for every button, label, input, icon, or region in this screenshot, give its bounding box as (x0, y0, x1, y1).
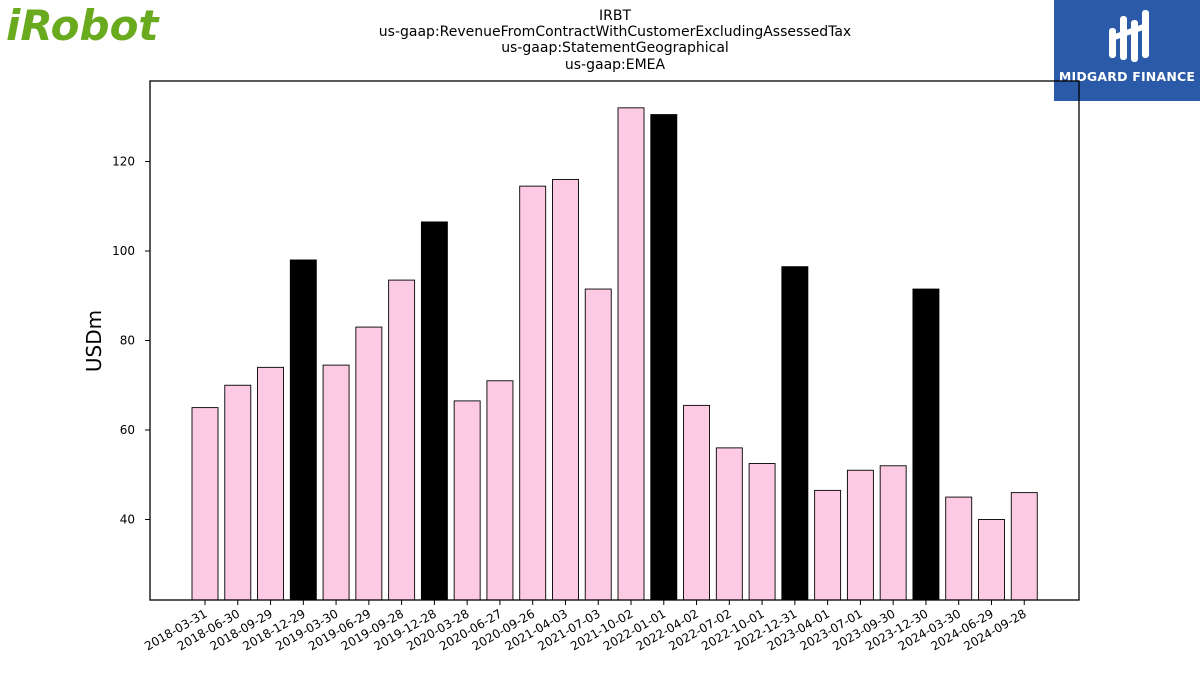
irobot-logo-text: iRobot (6, 2, 160, 46)
bar-2019-12-28 (420, 221, 448, 601)
y-tick-label: 40 (120, 512, 135, 526)
y-axis: 40 60 80 100 120 (112, 155, 150, 526)
bar-2019-03-30 (322, 364, 350, 601)
bar-2018-09-29 (257, 366, 284, 601)
bar-2022-04-02 (683, 404, 710, 601)
bar-2019-06-29 (355, 326, 383, 601)
bar-2021-04-03 (552, 178, 579, 601)
bar-2020-06-27 (486, 380, 514, 601)
y-tick-label: 120 (112, 155, 135, 169)
x-axis: 2018-03-312018-06-302018-09-292018-12-29… (142, 600, 1029, 653)
bar-2023-04-01 (814, 489, 842, 601)
bar-2022-10-01 (748, 463, 776, 601)
bar-2022-01-01 (650, 114, 678, 601)
y-tick-label: 80 (120, 334, 135, 348)
chart-title-line-2: us-gaap:RevenueFromContractWithCustomerE… (379, 24, 851, 40)
midgard-emblem-icon (1109, 10, 1149, 62)
chart-title: IRBT us-gaap:RevenueFromContractWithCust… (379, 8, 851, 73)
bar-2018-06-30 (224, 384, 252, 601)
y-axis-label: USDm (82, 310, 106, 372)
y-tick-label: 100 (112, 244, 135, 258)
bar-2024-06-29 (978, 519, 1005, 601)
y-tick-label: 60 (120, 423, 135, 437)
bar-2023-07-01 (846, 469, 874, 601)
bar-2023-09-30 (879, 465, 907, 601)
bar-2022-12-31 (781, 266, 809, 601)
chart-title-line-1: IRBT (599, 8, 631, 24)
bar-2020-09-26 (519, 185, 547, 601)
bars-group (191, 107, 1038, 601)
chart-title-line-3: us-gaap:StatementGeographical (501, 40, 729, 56)
midgard-finance-logo: MIDGARD FINANCE (1054, 0, 1200, 101)
bar-2024-09-28 (1010, 492, 1038, 601)
bar-2024-03-30 (945, 496, 973, 601)
plot-frame (149, 80, 1080, 601)
midgard-finance-label: MIDGARD FINANCE (1058, 69, 1196, 84)
bar-2021-10-02 (617, 107, 645, 601)
bar-2018-03-31 (191, 407, 219, 601)
bar-2020-03-28 (453, 400, 481, 601)
chart-title-line-4: us-gaap:EMEA (565, 57, 666, 73)
irobot-logo: iRobot (4, 1, 174, 50)
bar-2021-07-03 (584, 288, 612, 601)
bar-2022-07-02 (715, 447, 743, 601)
bar-2018-12-29 (289, 259, 317, 601)
bar-2019-09-28 (388, 279, 416, 601)
bar-2023-12-30 (912, 288, 940, 601)
